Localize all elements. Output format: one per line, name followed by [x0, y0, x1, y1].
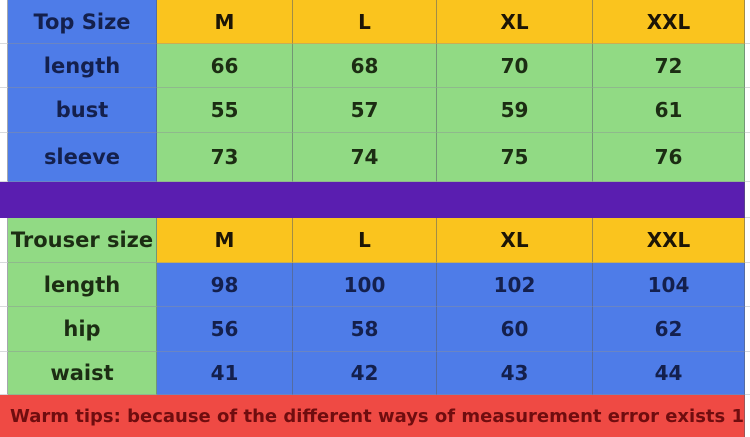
top-table-header-label: Top Size	[8, 0, 157, 44]
trouser-size-header-m: M	[157, 218, 293, 263]
top-length-l: 68	[293, 44, 437, 88]
sleeve-l: 74	[293, 133, 437, 182]
hip-l: 58	[293, 307, 437, 352]
top-row-label-length: length	[8, 44, 157, 88]
right-gutter	[745, 263, 750, 307]
trouser-length-l: 100	[293, 263, 437, 307]
waist-m: 41	[157, 352, 293, 395]
trouser-row-label-length: length	[8, 263, 157, 307]
top-row-label-bust: bust	[8, 88, 157, 133]
left-gutter	[0, 307, 8, 352]
right-gutter	[745, 218, 750, 263]
trouser-size-header-l: L	[293, 218, 437, 263]
hip-xl: 60	[437, 307, 593, 352]
sleeve-xl: 75	[437, 133, 593, 182]
left-gutter	[0, 0, 8, 44]
top-row-label-sleeve: sleeve	[8, 133, 157, 182]
trouser-length-xxl: 104	[593, 263, 745, 307]
trouser-row-label-hip: hip	[8, 307, 157, 352]
right-gutter	[745, 0, 750, 44]
left-gutter	[0, 44, 8, 88]
trouser-size-header-xl: XL	[437, 218, 593, 263]
trouser-length-xl: 102	[437, 263, 593, 307]
bust-m: 55	[157, 88, 293, 133]
left-gutter	[0, 263, 8, 307]
top-length-xl: 70	[437, 44, 593, 88]
right-gutter	[745, 395, 750, 437]
top-length-m: 66	[157, 44, 293, 88]
right-gutter	[745, 133, 750, 182]
top-size-header-m: M	[157, 0, 293, 44]
trouser-length-m: 98	[157, 263, 293, 307]
waist-xxl: 44	[593, 352, 745, 395]
right-gutter	[745, 44, 750, 88]
trouser-table-header-label: Trouser size	[8, 218, 157, 263]
sleeve-m: 73	[157, 133, 293, 182]
trouser-row-label-waist: waist	[8, 352, 157, 395]
waist-xl: 43	[437, 352, 593, 395]
left-gutter	[0, 218, 8, 263]
right-gutter	[745, 88, 750, 133]
bust-l: 57	[293, 88, 437, 133]
top-size-header-xl: XL	[437, 0, 593, 44]
top-length-xxl: 72	[593, 44, 745, 88]
sleeve-xxl: 76	[593, 133, 745, 182]
bust-xxl: 61	[593, 88, 745, 133]
right-gutter	[745, 182, 750, 218]
left-gutter	[0, 352, 8, 395]
top-size-header-l: L	[293, 0, 437, 44]
top-size-header-xxl: XXL	[593, 0, 745, 44]
left-gutter	[0, 88, 8, 133]
trouser-size-header-xxl: XXL	[593, 218, 745, 263]
hip-m: 56	[157, 307, 293, 352]
warm-tips-banner: Warm tips: because of the different ways…	[0, 395, 750, 437]
hip-xxl: 62	[593, 307, 745, 352]
separator-row	[0, 182, 745, 218]
right-gutter	[745, 307, 750, 352]
waist-l: 42	[293, 352, 437, 395]
right-gutter	[745, 352, 750, 395]
left-gutter	[0, 133, 8, 182]
bust-xl: 59	[437, 88, 593, 133]
